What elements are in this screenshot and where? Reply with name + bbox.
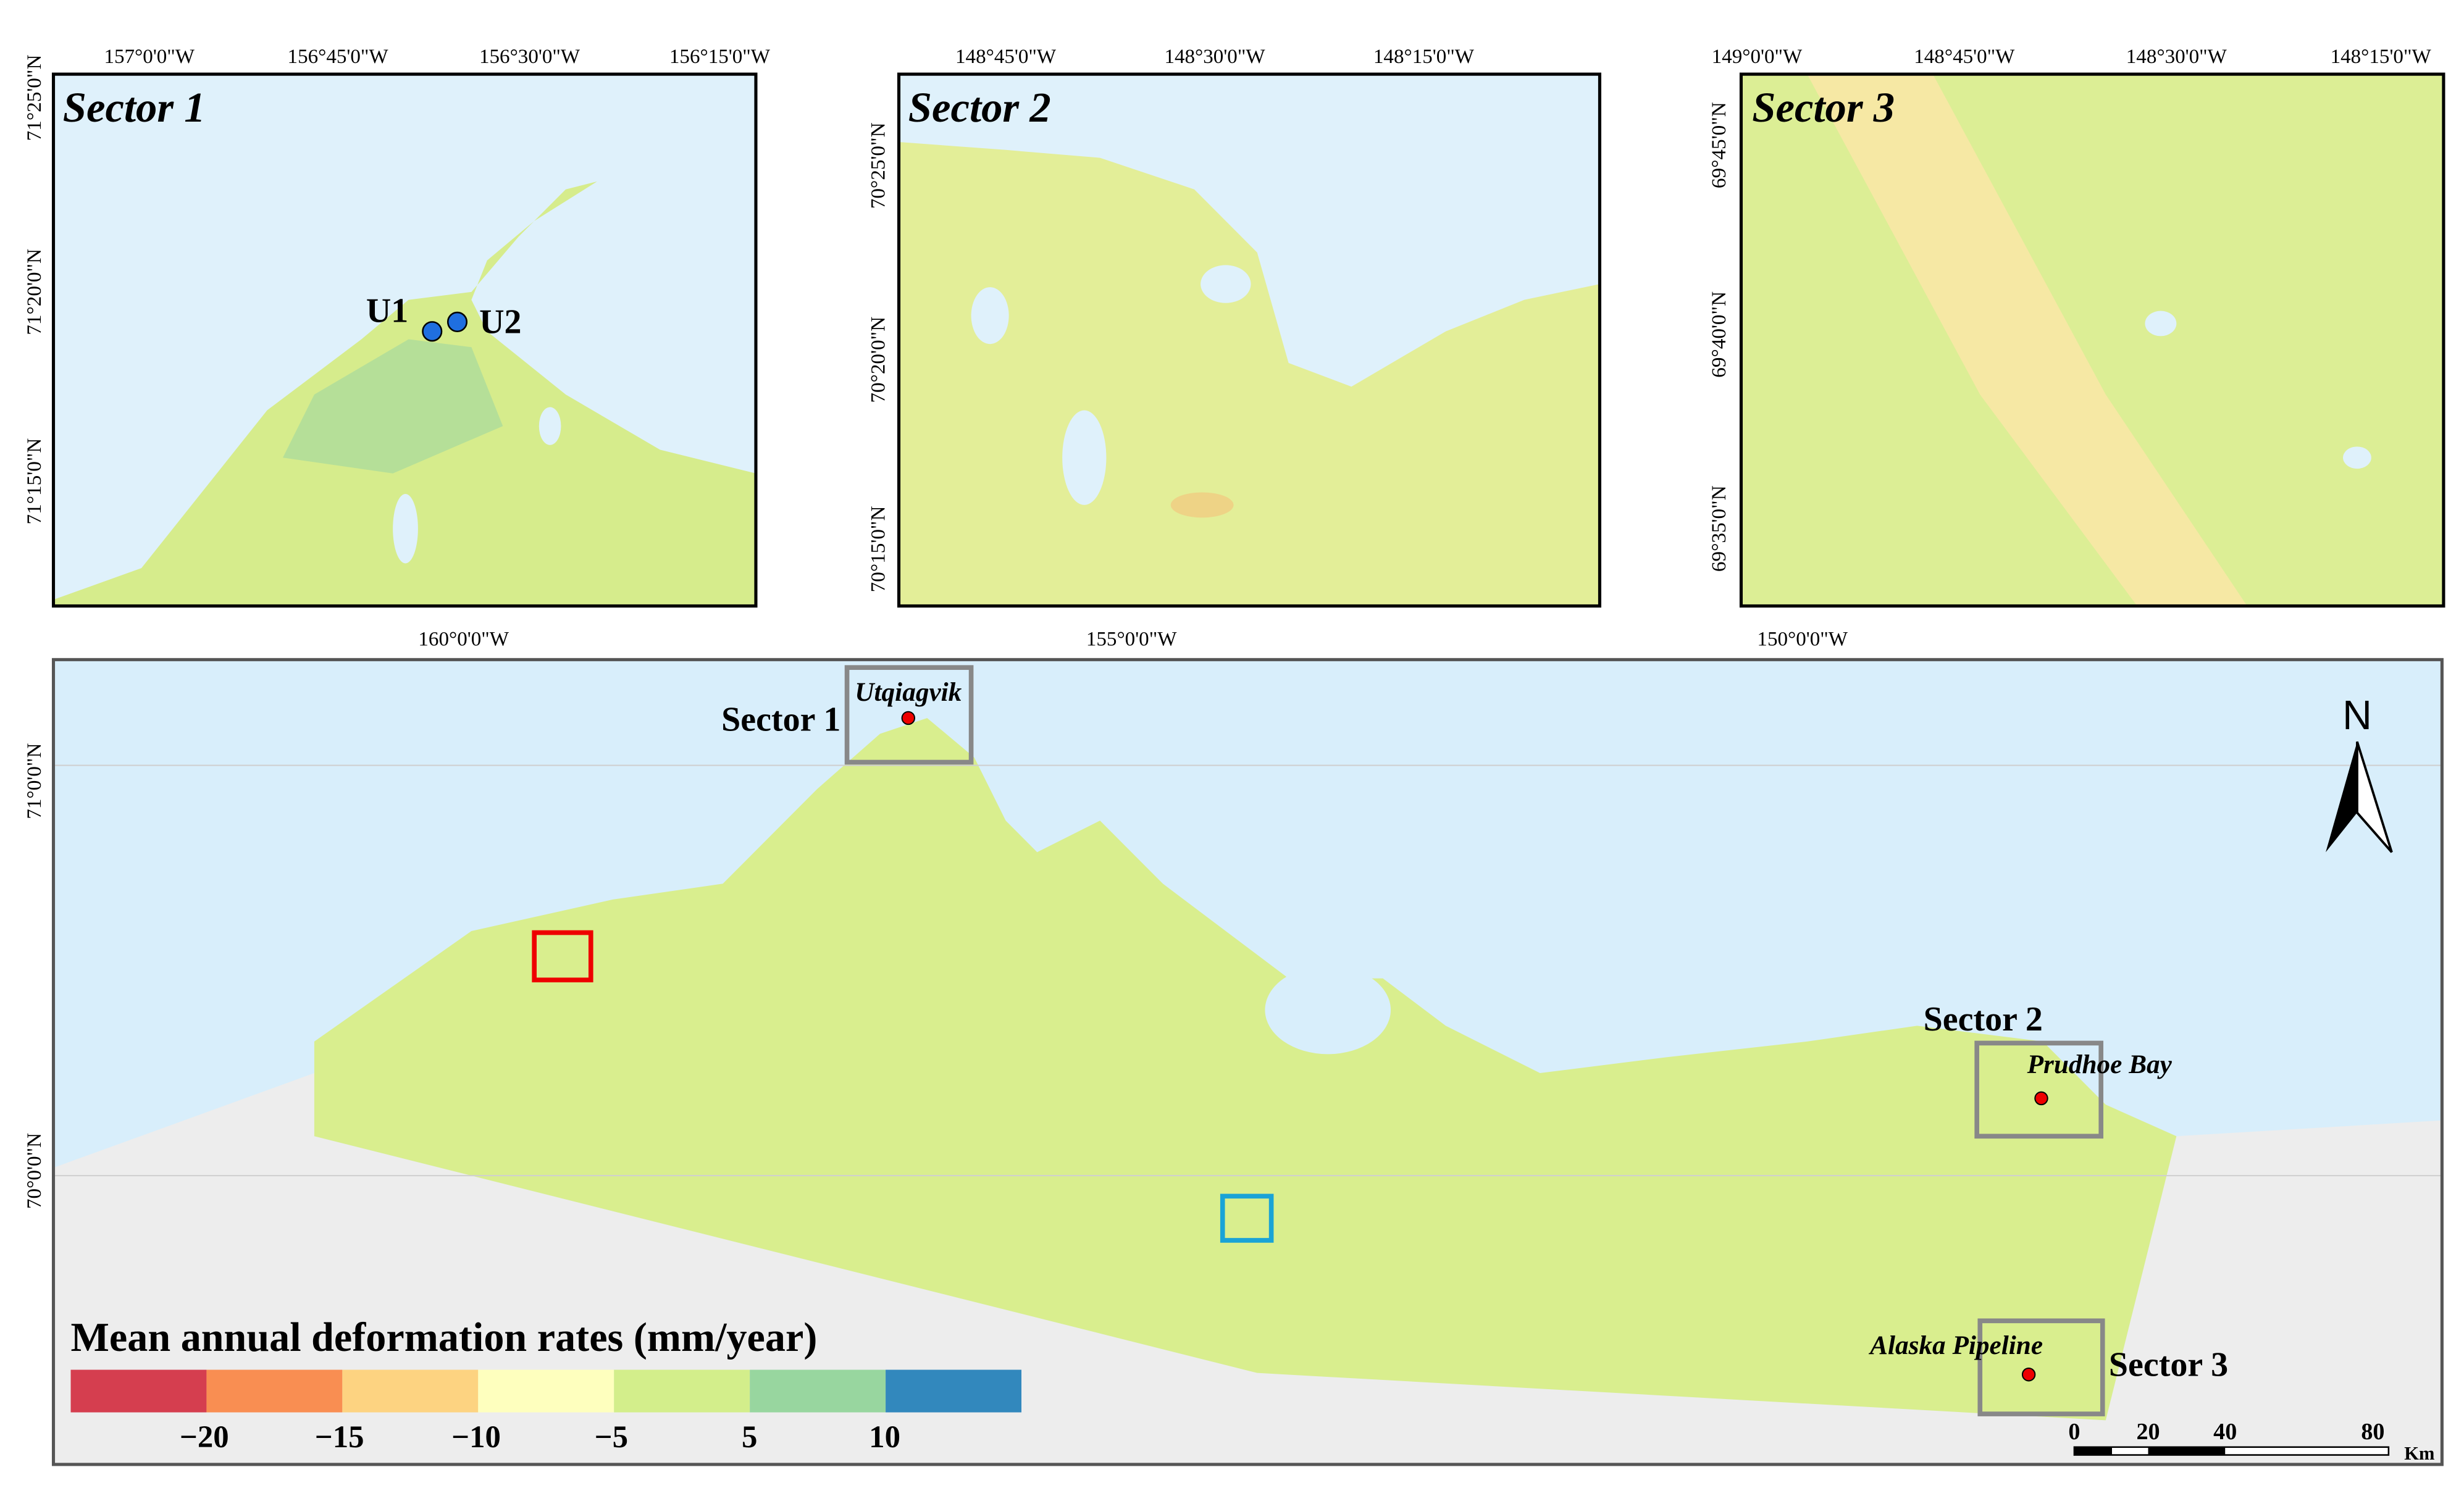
- site-box: [532, 930, 593, 983]
- legend-swatch: [70, 1369, 207, 1413]
- north-arrow: [2326, 742, 2357, 853]
- scale-bar: [2148, 1447, 2226, 1455]
- y-label: 71°15'0"N: [23, 438, 46, 525]
- legend-title: Mean annual deformation rates (mm/year): [71, 1315, 818, 1360]
- scale-bar: [2073, 1446, 2390, 1456]
- scale-unit: Km: [2404, 1443, 2434, 1464]
- lake: [2145, 311, 2177, 336]
- legend-swatch: [750, 1369, 886, 1413]
- point-label: U1: [366, 291, 408, 330]
- x-label: 149°0'0"W: [1712, 45, 1803, 68]
- point-label: U2: [479, 303, 521, 341]
- legend-swatch: [478, 1369, 614, 1413]
- y-label: 69°45'0"N: [1708, 102, 1730, 188]
- lake: [393, 493, 418, 564]
- legend-swatch: [206, 1369, 343, 1413]
- legend-tick: 10: [869, 1420, 900, 1455]
- point-u2: [446, 311, 468, 333]
- north-label: N: [2342, 693, 2372, 738]
- sector-label: Sector 3: [2109, 1346, 2228, 1384]
- x-label: 148°45'0"W: [1914, 45, 2015, 68]
- place-dot: [2021, 1367, 2036, 1382]
- hotspot: [1170, 492, 1234, 518]
- lake: [538, 407, 561, 445]
- site-box: [1220, 1193, 1274, 1243]
- sector-1-panel: U1 U2 Sector 1 157°0'0"W 156°45'0"W 156°…: [23, 45, 771, 608]
- x-label: 160°0'0"W: [418, 627, 509, 650]
- scale-tick: 40: [2213, 1419, 2237, 1445]
- legend-bar: [70, 1369, 1022, 1413]
- y-label: 69°35'0"N: [1708, 485, 1730, 572]
- scale-tick: 20: [2136, 1419, 2160, 1445]
- sector-3-panel: Sector 3 149°0'0"W 148°45'0"W 148°30'0"W…: [1708, 45, 2445, 608]
- legend-tick: −15: [315, 1420, 364, 1455]
- legend-swatch: [342, 1369, 479, 1413]
- frame: [1739, 72, 2445, 608]
- sector-label: Sector 2: [1924, 1000, 2043, 1038]
- frame: [897, 72, 1601, 608]
- main-map: Sector 1 Sector 2 Sector 3 Utqiagvik Pru…: [23, 627, 2444, 1466]
- panel-title: Sector 1: [63, 84, 206, 131]
- legend-swatch: [614, 1369, 750, 1413]
- land-patch: [283, 339, 503, 474]
- lake: [971, 287, 1009, 345]
- x-label: 148°30'0"W: [2126, 45, 2227, 68]
- sector-label: Sector 1: [721, 700, 840, 738]
- x-label: 148°15'0"W: [1373, 45, 1475, 68]
- y-label: 71°0'0"N: [23, 743, 46, 819]
- legend-tick: −5: [595, 1420, 628, 1455]
- terrain: [53, 1073, 2442, 1465]
- y-label: 70°25'0"N: [867, 122, 890, 209]
- place-dot: [2034, 1091, 2048, 1106]
- frame: [51, 72, 758, 608]
- scale-bar: [2074, 1447, 2112, 1455]
- y-label: 69°40'0"N: [1708, 291, 1730, 378]
- point-u1: [422, 321, 443, 342]
- x-label: 155°0'0"W: [1086, 627, 1177, 650]
- x-label: 148°30'0"W: [1164, 45, 1265, 68]
- panel-title: Sector 2: [908, 84, 1051, 131]
- land: [314, 717, 2177, 1421]
- x-label: 156°45'0"W: [288, 45, 389, 68]
- place-dot: [901, 711, 916, 725]
- lake: [1062, 410, 1107, 505]
- scale-tick: 80: [2361, 1419, 2384, 1445]
- sector-box: [844, 665, 974, 765]
- lake: [1265, 966, 1391, 1055]
- x-label: 148°15'0"W: [2331, 45, 2432, 68]
- sector-2-panel: Sector 2 148°45'0"W 148°30'0"W 148°15'0"…: [867, 45, 1601, 608]
- lake: [1201, 265, 1251, 303]
- y-label: 71°20'0"N: [23, 249, 46, 335]
- north-arrow: [2356, 741, 2393, 853]
- x-label: 150°0'0"W: [1757, 627, 1848, 650]
- y-label: 70°15'0"N: [867, 506, 890, 592]
- x-label: 156°30'0"W: [479, 45, 580, 68]
- x-label: 157°0'0"W: [104, 45, 195, 68]
- x-label: 156°15'0"W: [669, 45, 771, 68]
- panel-title: Sector 3: [1752, 84, 1895, 131]
- legend-swatch: [886, 1369, 1022, 1413]
- place-label: Prudhoe Bay: [2027, 1050, 2173, 1079]
- legend-tick: −20: [180, 1420, 229, 1455]
- place-label: Utqiagvik: [855, 677, 962, 707]
- place-label: Alaska Pipeline: [1868, 1331, 2043, 1360]
- frame: [51, 658, 2444, 1466]
- sector-box: [1977, 1318, 2105, 1416]
- legend-tick: −10: [451, 1420, 501, 1455]
- lake: [2343, 446, 2371, 469]
- pipeline-band: [1807, 74, 2247, 606]
- y-label: 70°0'0"N: [23, 1133, 46, 1209]
- legend-tick: 5: [742, 1420, 757, 1455]
- scale-tick: 0: [2068, 1419, 2080, 1445]
- x-label: 148°45'0"W: [955, 45, 1057, 68]
- sector-box: [1974, 1040, 2104, 1139]
- y-label: 71°25'0"N: [23, 54, 46, 141]
- y-label: 70°20'0"N: [867, 317, 890, 403]
